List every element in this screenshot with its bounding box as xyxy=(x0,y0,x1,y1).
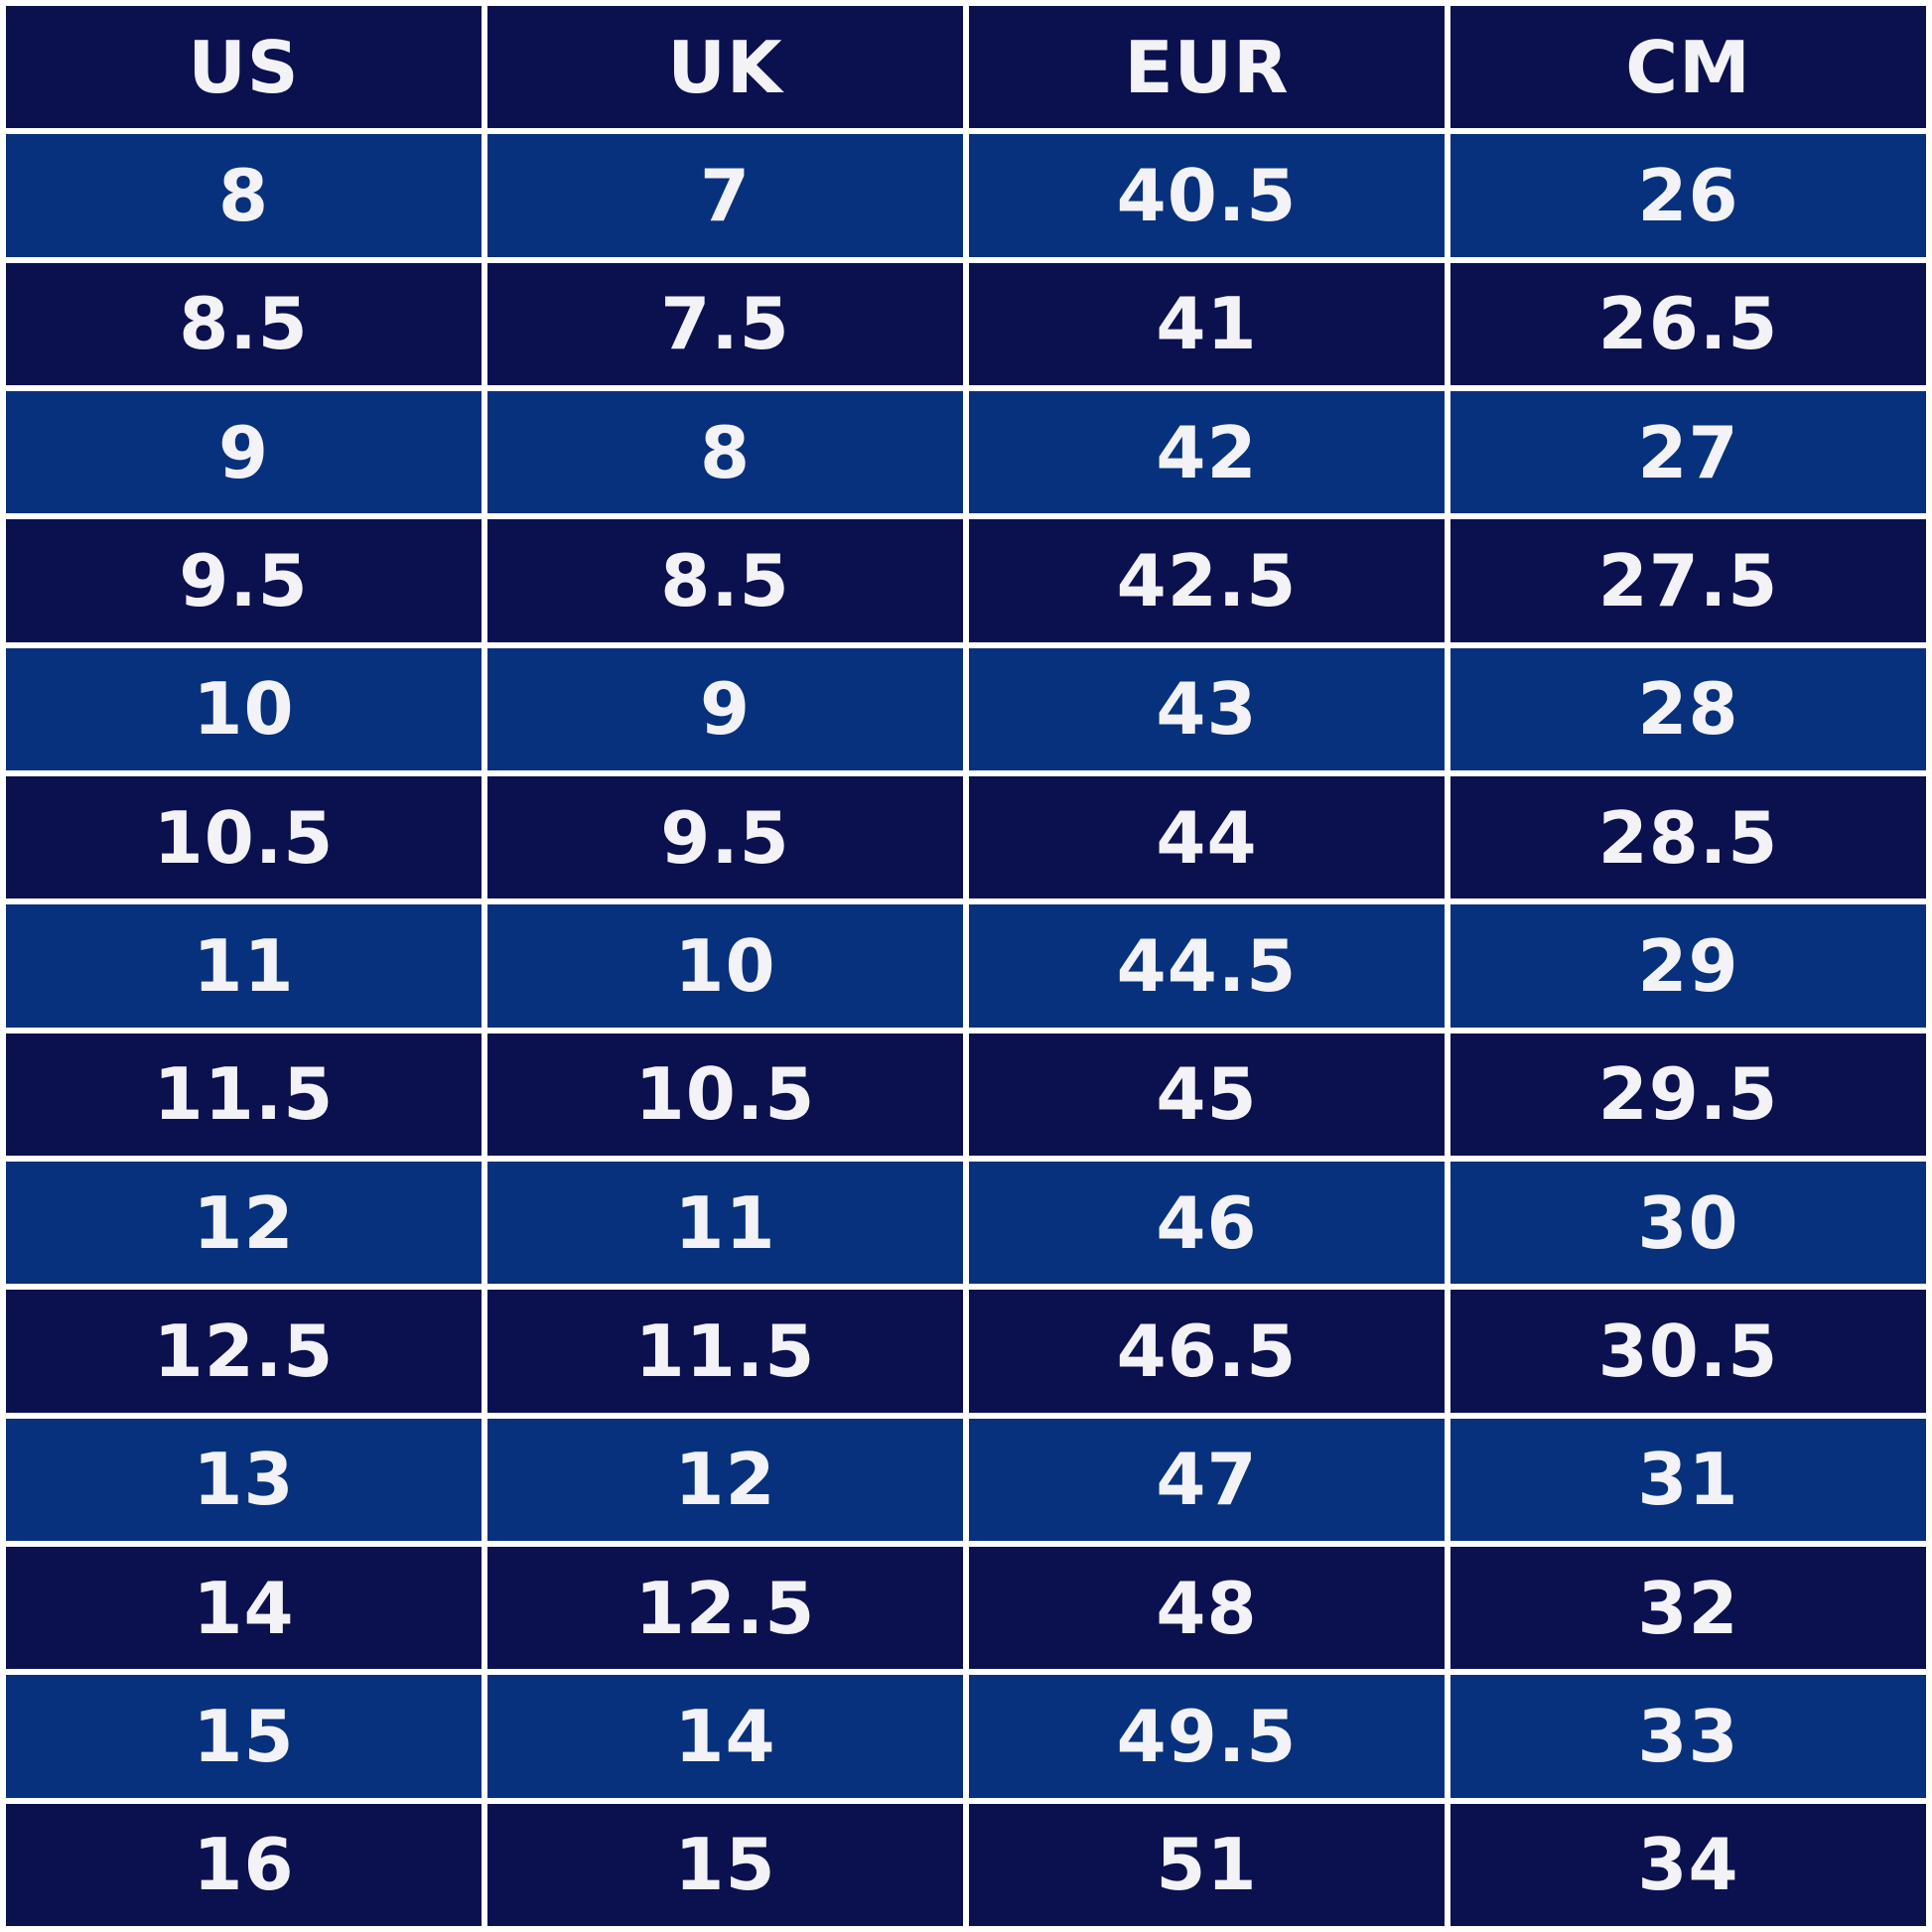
table-cell: 11.5 xyxy=(487,1290,963,1413)
table-cell: 9 xyxy=(6,391,482,514)
table-cell: 12.5 xyxy=(6,1290,482,1413)
header-cell: CM xyxy=(1450,6,1926,129)
table-cell: 32 xyxy=(1450,1547,1926,1670)
table-cell: 30.5 xyxy=(1450,1290,1926,1413)
header-cell: EUR xyxy=(969,6,1445,129)
table-cell: 13 xyxy=(6,1418,482,1541)
table-cell: 26.5 xyxy=(1450,262,1926,385)
table-cell: 29 xyxy=(1450,904,1926,1028)
table-cell: 30 xyxy=(1450,1162,1926,1285)
table-cell: 44.5 xyxy=(969,904,1445,1028)
table-cell: 46 xyxy=(969,1162,1445,1285)
header-cell: US xyxy=(6,6,482,129)
table-cell: 45 xyxy=(969,1033,1445,1156)
table-cell: 11 xyxy=(6,904,482,1028)
table-cell: 44 xyxy=(969,776,1445,899)
table-cell: 7.5 xyxy=(487,262,963,385)
table-cell: 41 xyxy=(969,262,1445,385)
table-cell: 28 xyxy=(1450,647,1926,770)
table-cell: 14 xyxy=(487,1675,963,1798)
table-cell: 9.5 xyxy=(6,519,482,642)
table-cell: 7 xyxy=(487,134,963,257)
table-cell: 11 xyxy=(487,1162,963,1285)
table-cell: 11.5 xyxy=(6,1033,482,1156)
table-cell: 40.5 xyxy=(969,134,1445,257)
table-cell: 8.5 xyxy=(6,262,482,385)
table-cell: 15 xyxy=(6,1675,482,1798)
table-cell: 8 xyxy=(487,391,963,514)
table-cell: 8 xyxy=(6,134,482,257)
header-cell: UK xyxy=(487,6,963,129)
table-cell: 16 xyxy=(6,1803,482,1926)
table-cell: 10.5 xyxy=(487,1033,963,1156)
table-cell: 10 xyxy=(6,647,482,770)
table-cell: 15 xyxy=(487,1803,963,1926)
table-cell: 12 xyxy=(487,1418,963,1541)
table-cell: 28.5 xyxy=(1450,776,1926,899)
table-cell: 49.5 xyxy=(969,1675,1445,1798)
table-cell: 27 xyxy=(1450,391,1926,514)
table-cell: 10.5 xyxy=(6,776,482,899)
table-cell: 12 xyxy=(6,1162,482,1285)
table-cell: 47 xyxy=(969,1418,1445,1541)
table-cell: 31 xyxy=(1450,1418,1926,1541)
table-cell: 42.5 xyxy=(969,519,1445,642)
table-cell: 29.5 xyxy=(1450,1033,1926,1156)
table-cell: 10 xyxy=(487,904,963,1028)
table-cell: 43 xyxy=(969,647,1445,770)
table-cell: 12.5 xyxy=(487,1547,963,1670)
table-cell: 33 xyxy=(1450,1675,1926,1798)
table-cell: 48 xyxy=(969,1547,1445,1670)
table-cell: 26 xyxy=(1450,134,1926,257)
table-cell: 34 xyxy=(1450,1803,1926,1926)
table-cell: 27.5 xyxy=(1450,519,1926,642)
table-cell: 9 xyxy=(487,647,963,770)
table-cell: 42 xyxy=(969,391,1445,514)
table-cell: 9.5 xyxy=(487,776,963,899)
table-cell: 14 xyxy=(6,1547,482,1670)
table-cell: 51 xyxy=(969,1803,1445,1926)
table-cell: 46.5 xyxy=(969,1290,1445,1413)
table-cell: 8.5 xyxy=(487,519,963,642)
